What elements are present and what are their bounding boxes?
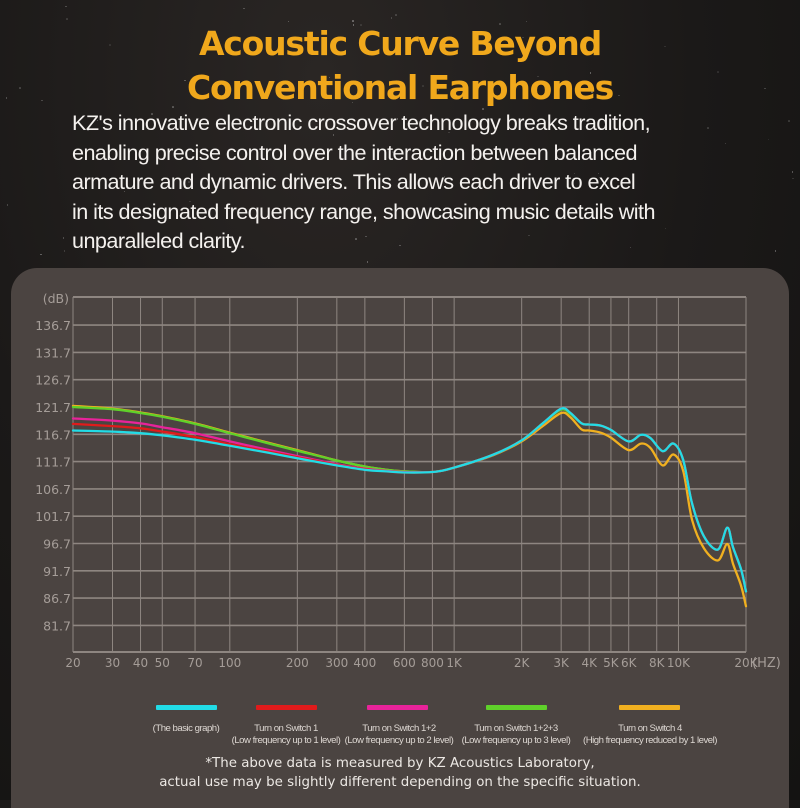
y-axis-unit: (dB) (43, 291, 69, 306)
legend-label-basic: (The basic graph) (136, 723, 236, 735)
curves (71, 404, 748, 608)
legend-swatch-switch1 (256, 705, 317, 710)
y-tick-label: 101.7 (35, 509, 71, 524)
page-title: Acoustic Curve Beyond Conventional Earph… (0, 22, 800, 110)
x-tick-label: 20 (65, 656, 80, 670)
legend-label-line: (Low frequency up to 2 level) (344, 735, 454, 746)
chart-grid (72, 296, 747, 653)
title-line-1: Acoustic Curve Beyond (198, 24, 602, 63)
y-tick-label: 126.7 (35, 373, 71, 388)
intro-line: unparalleled clarity. (72, 228, 245, 253)
x-tick-label: 3K (553, 656, 570, 670)
legend-label-line: Turn on Switch 1+2 (362, 723, 436, 734)
intro-line: KZ's innovative electronic crossover tec… (72, 110, 651, 135)
y-tick-label: 116.7 (35, 427, 71, 442)
y-tick-label: 106.7 (35, 482, 71, 497)
footnote-line-1: *The above data is measured by KZ Acoust… (205, 756, 595, 771)
legend-swatch-switch123 (486, 705, 547, 710)
y-tick-label: 121.7 (35, 400, 71, 415)
x-tick-label: 8K (649, 656, 666, 670)
intro-line: in its designated frequency range, showc… (72, 198, 656, 224)
x-tick-label: 40 (133, 656, 148, 670)
x-tick-label: 30 (105, 656, 120, 670)
x-tick-label: 70 (187, 656, 202, 670)
legend-swatch-switch12 (367, 705, 428, 710)
x-tick-label: 4K (581, 656, 598, 670)
y-axis-labels: (dB) 136.7 131.7 126.7 121.7 116.7 111.7 106.7 1… (35, 291, 71, 633)
x-axis-unit: (HZ) (752, 656, 781, 671)
x-tick-label: 800 (421, 656, 444, 670)
y-tick-label: 81.7 (43, 618, 71, 633)
legend-label-switch12: Turn on Switch 1+2 (Low frequency up to … (339, 723, 459, 747)
y-tick-label: 96.7 (43, 537, 71, 552)
x-tick-label: 2K (514, 656, 531, 670)
legend-label-line: (Low frequency up to 1 level) (231, 735, 341, 746)
legend-label-line: (Low frequency up to 3 level) (461, 735, 571, 746)
x-tick-label: 6K (621, 656, 638, 670)
intro-line: enabling precise control over the intera… (72, 139, 637, 165)
y-tick-label: 91.7 (43, 564, 71, 579)
legend-label-switch123: Turn on Switch 1+2+3 (Low frequency up t… (456, 723, 576, 747)
x-tick-label: 200 (286, 656, 309, 670)
legend-swatch-switch4 (619, 705, 680, 710)
x-tick-label: 20K (734, 656, 758, 670)
x-tick-label: 300 (325, 656, 348, 670)
legend-label-line: (High frequency reduced by 1 level) (583, 735, 717, 746)
y-tick-label: 111.7 (35, 455, 71, 470)
title-line-2: Conventional Earphones (186, 68, 614, 107)
x-tick-label: 600 (393, 656, 416, 670)
x-tick-label: 10K (667, 656, 691, 670)
x-tick-label: 400 (353, 656, 376, 670)
y-tick-label: 136.7 (35, 318, 71, 333)
x-axis-labels: 20 30 40 50 70 100 200 300 400 600 800 1K 2K 3K 4K 5K 6K… (65, 656, 780, 671)
footnote: *The above data is measured by KZ Acoust… (0, 754, 800, 792)
legend-label-switch4: Turn on Switch 4 (High frequency reduced… (579, 723, 721, 747)
legend-label-line: Turn on Switch 1 (254, 723, 318, 734)
footnote-line-2: actual use may be slightly different dep… (159, 775, 641, 790)
curve-basic (71, 407, 748, 593)
x-tick-label: 50 (155, 656, 170, 670)
legend-label-line: (The basic graph) (152, 723, 220, 734)
legend-label-line: Turn on Switch 1+2+3 (474, 723, 558, 734)
legend-label-switch1: Turn on Switch 1 (Low frequency up to 1 … (226, 723, 346, 747)
x-tick-label: 100 (218, 656, 241, 670)
y-tick-label: 131.7 (35, 345, 71, 360)
legend-label-line: Turn on Switch 4 (618, 723, 682, 734)
intro-line: armature and dynamic drivers. This allow… (72, 169, 636, 194)
legend-swatch-basic (156, 705, 217, 710)
x-tick-label: 1K (446, 656, 463, 670)
intro-paragraph: KZ's innovative electronic crossover tec… (72, 108, 752, 256)
y-tick-label: 86.7 (43, 591, 71, 606)
x-tick-label: 5K (603, 656, 620, 670)
